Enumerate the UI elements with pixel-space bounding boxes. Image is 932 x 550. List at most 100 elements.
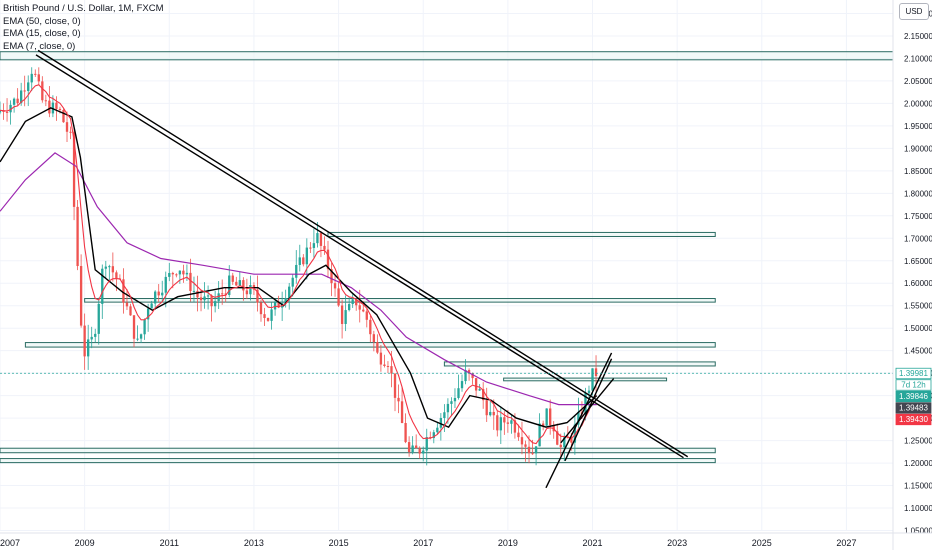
candle-body bbox=[453, 397, 457, 402]
candle-body bbox=[489, 411, 492, 416]
candle-body bbox=[344, 310, 347, 324]
price-tick-label: 1.50000 bbox=[904, 324, 932, 333]
candle-body bbox=[351, 299, 354, 305]
candle-body bbox=[312, 243, 316, 248]
candle-body bbox=[570, 437, 573, 443]
candle-body bbox=[365, 311, 368, 320]
price-tick-label: 1.70000 bbox=[904, 234, 932, 243]
price-tick-label: 1.95000 bbox=[904, 122, 932, 131]
candle-body bbox=[517, 432, 520, 438]
support-resistance-zone bbox=[0, 458, 716, 464]
candle-body bbox=[30, 73, 33, 83]
candle-body bbox=[471, 373, 474, 379]
candle-body bbox=[347, 304, 351, 311]
candle-body bbox=[44, 100, 48, 102]
candle-body bbox=[397, 397, 400, 402]
candle-body bbox=[235, 281, 238, 286]
candle-body bbox=[5, 111, 9, 113]
candle-body bbox=[206, 295, 210, 297]
candle-body bbox=[591, 368, 594, 391]
price-tag: 1.39981 bbox=[895, 367, 932, 380]
candle-body bbox=[400, 401, 404, 423]
candle-body bbox=[337, 288, 340, 306]
support-resistance-zone bbox=[84, 298, 716, 303]
price-tick-label: 1.60000 bbox=[904, 279, 932, 288]
price-tick-label: 1.85000 bbox=[904, 167, 932, 176]
price-tag-box bbox=[895, 413, 932, 426]
candle-body bbox=[305, 247, 308, 265]
price-tick-label: 1.80000 bbox=[904, 189, 932, 198]
support-resistance-zone bbox=[327, 231, 716, 237]
price-tag-label: 1.39981 bbox=[899, 369, 928, 378]
trendline bbox=[37, 49, 689, 458]
support-resistance-zone bbox=[0, 447, 716, 454]
candle-body bbox=[273, 301, 277, 310]
candle-body bbox=[217, 293, 220, 302]
candle-body bbox=[302, 257, 305, 265]
time-axis[interactable]: 2007 2009 2011 2013 2015 2017 2019 2021 2023 2025… bbox=[0, 532, 932, 548]
time-tick-label: 2009 bbox=[75, 538, 95, 548]
horizontal-zones[interactable] bbox=[0, 51, 894, 464]
candle-body bbox=[323, 245, 326, 250]
candle-body bbox=[178, 270, 182, 275]
candle-body bbox=[259, 302, 263, 315]
candle-body bbox=[541, 423, 545, 426]
candle-body bbox=[231, 275, 234, 282]
candle-body bbox=[316, 233, 319, 244]
indicator-ema-15[interactable]: EMA (15, close, 0) bbox=[3, 28, 81, 39]
candle-body bbox=[446, 403, 450, 413]
candle-body bbox=[41, 81, 44, 101]
candle-body bbox=[189, 272, 192, 292]
price-tick-label: 1.05000 bbox=[904, 527, 932, 536]
ema-50-line bbox=[0, 152, 597, 406]
price-tag-label: 7d 12h bbox=[901, 381, 925, 390]
support-resistance-zone bbox=[503, 377, 668, 382]
candle-body bbox=[439, 417, 443, 428]
candle-body bbox=[450, 401, 453, 404]
support-resistance-zone bbox=[443, 361, 716, 367]
symbol-title[interactable]: British Pound / U.S. Dollar, 1M, FXCM bbox=[3, 3, 164, 14]
candle-body bbox=[19, 90, 23, 104]
candle-body bbox=[51, 102, 55, 114]
candle-body bbox=[464, 370, 467, 382]
candle-body bbox=[390, 366, 393, 374]
time-tick-label: 2015 bbox=[329, 538, 349, 548]
candle-body bbox=[182, 270, 185, 275]
candle-body bbox=[372, 334, 376, 343]
time-tick-label: 2021 bbox=[582, 538, 602, 548]
candle-body bbox=[161, 292, 164, 296]
candle-body bbox=[404, 422, 407, 443]
candle-body bbox=[527, 446, 531, 454]
indicator-ema-50[interactable]: EMA (50, close, 0) bbox=[3, 15, 81, 27]
candle-body bbox=[510, 420, 513, 424]
time-tick-label: 2025 bbox=[752, 538, 772, 548]
candle-body bbox=[55, 102, 58, 109]
candle-body bbox=[213, 301, 217, 307]
candle-body bbox=[383, 364, 386, 366]
chart-legend: British Pound / U.S. Dollar, 1M, FXCM EM… bbox=[3, 3, 164, 53]
candle-body bbox=[0, 110, 2, 113]
candle-body bbox=[429, 437, 432, 439]
candle-body bbox=[298, 257, 301, 265]
candle-body bbox=[115, 272, 118, 279]
candle-body bbox=[326, 249, 330, 270]
price-tick-label: 1.15000 bbox=[904, 482, 932, 491]
candle-body bbox=[499, 417, 502, 431]
price-tag: 1.39846 bbox=[895, 390, 932, 403]
ema-15-line bbox=[0, 107, 598, 428]
currency-label[interactable]: USD bbox=[899, 3, 929, 20]
candle-body bbox=[594, 368, 598, 377]
candle-body bbox=[34, 73, 37, 75]
candle-body bbox=[513, 420, 517, 433]
candle-body bbox=[584, 393, 587, 415]
candle-body bbox=[496, 415, 499, 431]
candle-body bbox=[185, 272, 189, 275]
candle-body bbox=[503, 417, 506, 423]
trendlines[interactable] bbox=[35, 49, 689, 489]
candle-body bbox=[192, 290, 196, 292]
indicator-ema-7[interactable]: EMA (7, close, 0) bbox=[3, 40, 76, 52]
candle-body bbox=[277, 301, 280, 308]
candle-body bbox=[531, 453, 534, 455]
candle-body bbox=[478, 389, 481, 391]
